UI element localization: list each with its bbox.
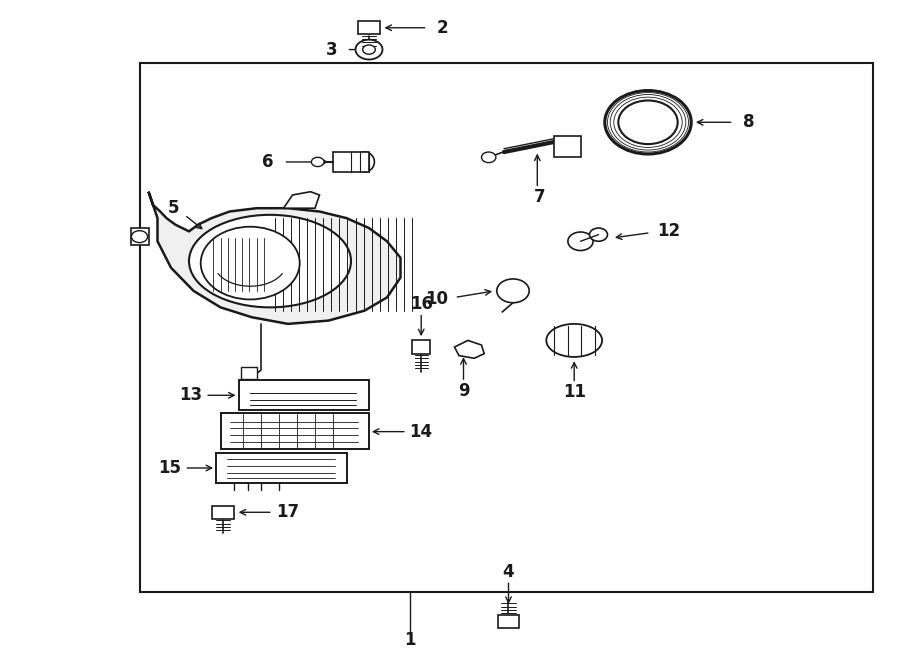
- Circle shape: [568, 232, 593, 251]
- Text: 17: 17: [276, 503, 300, 522]
- Bar: [554, 136, 580, 157]
- Bar: [333, 152, 369, 172]
- Text: 12: 12: [657, 222, 680, 241]
- Text: 3: 3: [326, 40, 337, 59]
- Circle shape: [131, 231, 148, 243]
- Polygon shape: [130, 228, 148, 245]
- Circle shape: [356, 40, 382, 59]
- Ellipse shape: [189, 215, 351, 307]
- Polygon shape: [148, 192, 400, 324]
- Text: 9: 9: [458, 382, 469, 401]
- Text: 5: 5: [168, 199, 179, 217]
- Text: 10: 10: [425, 290, 448, 308]
- Text: 11: 11: [562, 383, 586, 401]
- Text: 6: 6: [263, 153, 274, 171]
- Ellipse shape: [201, 227, 300, 299]
- Circle shape: [363, 45, 375, 54]
- Ellipse shape: [546, 324, 602, 357]
- Text: 2: 2: [437, 19, 448, 37]
- Text: 1: 1: [404, 631, 415, 649]
- Bar: [241, 367, 257, 379]
- Text: 7: 7: [535, 188, 545, 206]
- Circle shape: [590, 228, 608, 241]
- Circle shape: [618, 100, 678, 144]
- Circle shape: [311, 157, 324, 167]
- Polygon shape: [454, 340, 484, 358]
- Text: 15: 15: [158, 459, 181, 477]
- Bar: [212, 506, 234, 519]
- Bar: [216, 453, 346, 483]
- Circle shape: [482, 152, 496, 163]
- Circle shape: [605, 91, 691, 154]
- Text: 8: 8: [743, 113, 754, 132]
- Text: 16: 16: [410, 295, 433, 313]
- Bar: [412, 340, 430, 354]
- Polygon shape: [284, 192, 320, 208]
- Bar: [358, 21, 380, 34]
- Bar: [140, 63, 873, 592]
- Bar: [238, 380, 369, 410]
- Bar: [220, 413, 369, 449]
- Bar: [498, 615, 519, 628]
- Circle shape: [497, 279, 529, 303]
- Text: 13: 13: [179, 386, 203, 405]
- Text: 4: 4: [503, 563, 514, 581]
- Text: 14: 14: [410, 422, 433, 441]
- Ellipse shape: [355, 152, 374, 172]
